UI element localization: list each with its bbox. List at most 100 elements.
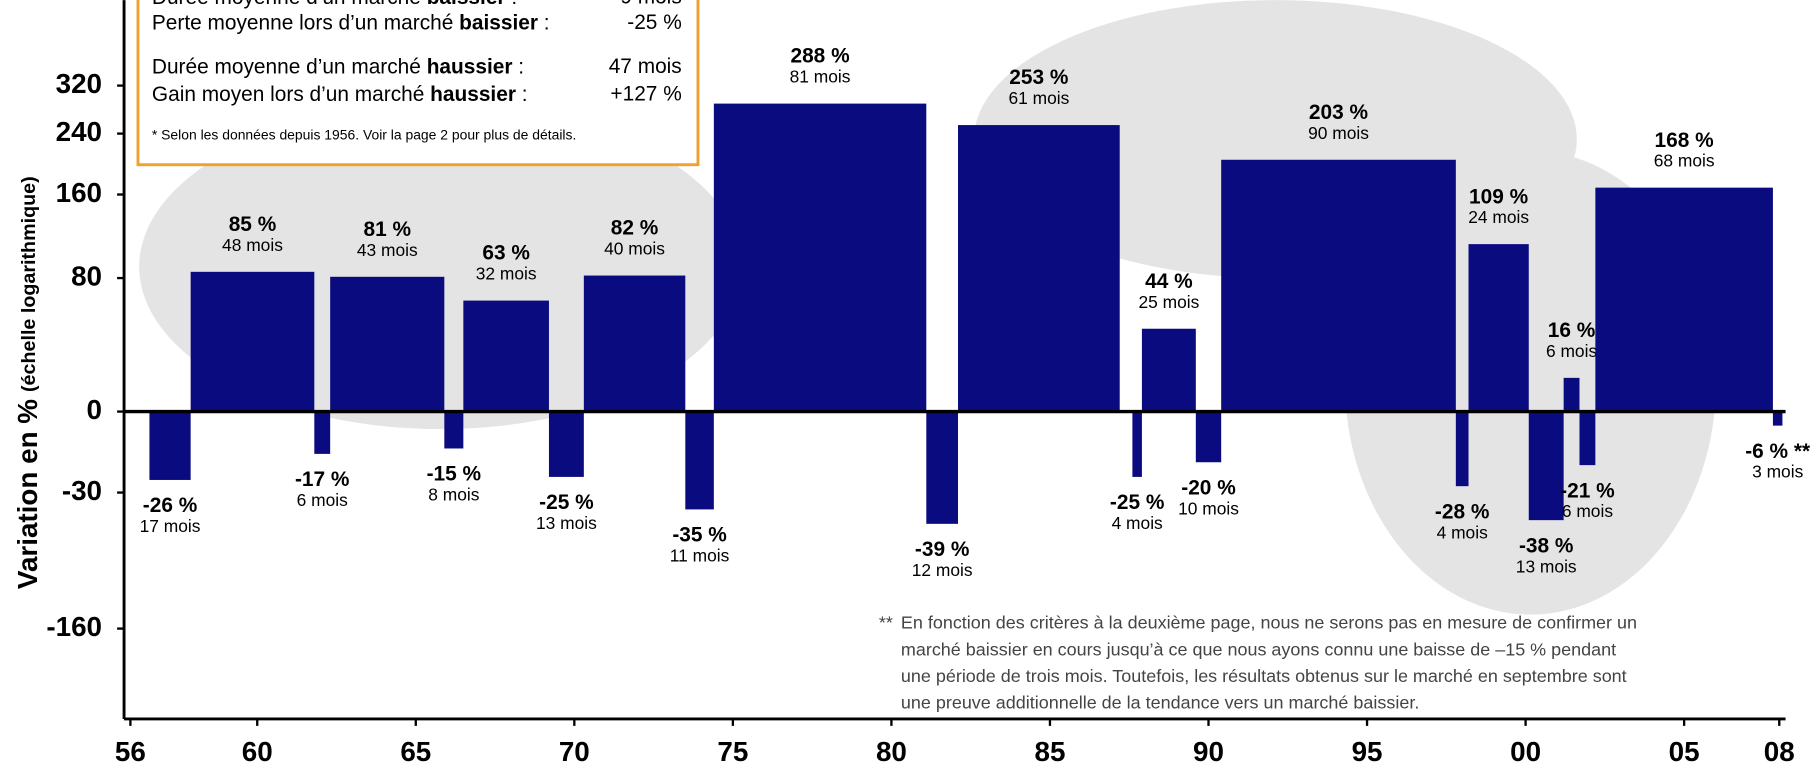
- bar-value-label: -21 %: [1560, 479, 1615, 502]
- bar-duration-label: 4 mois: [1112, 513, 1163, 533]
- bar-value-label: 109 %: [1469, 185, 1528, 208]
- x-tick-label: 70: [559, 736, 590, 767]
- x-tick-label: 60: [242, 736, 273, 767]
- bar: [314, 412, 330, 454]
- bar-value-label: -26 %: [143, 494, 198, 517]
- bar-duration-label: 6 mois: [1546, 341, 1597, 361]
- info-bold: baissier: [459, 11, 538, 34]
- x-tick-label: 75: [717, 736, 748, 767]
- footnote-line: une preuve additionnelle de la tendance …: [901, 693, 1419, 713]
- bar-duration-label: 12 mois: [912, 560, 973, 580]
- y-axis-sublabel: (échelle logarithmique): [18, 176, 40, 392]
- bar-duration-label: 68 mois: [1654, 151, 1715, 171]
- bar: [1579, 412, 1595, 466]
- bar-duration-label: 48 mois: [222, 235, 283, 255]
- bar: [1221, 160, 1456, 412]
- info-line: Durée moyenne d’un marché baissier :: [152, 0, 517, 8]
- y-axis-title: Variation en % (échelle logarithmique): [12, 176, 43, 589]
- bar-duration-label: 90 mois: [1308, 123, 1369, 143]
- info-text: :: [516, 83, 528, 106]
- info-text: :: [506, 0, 518, 8]
- bar-value-label: 16 %: [1548, 319, 1596, 342]
- bar-value-label: -20 %: [1181, 476, 1236, 499]
- bar: [1196, 412, 1221, 463]
- y-tick-label: 80: [71, 260, 102, 291]
- y-tick-label: 0: [87, 394, 102, 425]
- info-line: Durée moyenne d’un marché haussier :: [152, 55, 524, 78]
- y-tick-label: 160: [56, 177, 102, 208]
- bar-value-label: 81 %: [363, 218, 411, 241]
- bar: [1595, 188, 1773, 412]
- y-tick-label: -160: [46, 611, 102, 642]
- bar: [1564, 378, 1580, 412]
- info-text: Durée moyenne d’un marché: [152, 55, 427, 78]
- info-bold: baissier: [427, 0, 506, 8]
- bar: [444, 412, 463, 449]
- info-text: Gain moyen lors d’un marché: [152, 83, 430, 106]
- bar-duration-label: 4 mois: [1437, 522, 1488, 542]
- bar-duration-label: 13 mois: [1516, 556, 1577, 576]
- footnote-line: marché baissier en cours jusqu’à ce que …: [901, 639, 1616, 659]
- bar-value-label: 44 %: [1145, 270, 1193, 293]
- bar: [1456, 412, 1469, 487]
- bar: [1469, 244, 1529, 411]
- bar-value-label: -6 % **: [1745, 440, 1811, 463]
- bar: [549, 412, 584, 477]
- bar-duration-label: 6 mois: [1562, 501, 1613, 521]
- info-value: 47 mois: [609, 55, 682, 78]
- bar-value-label: -25 %: [1110, 491, 1165, 514]
- footnote-line: En fonction des critères à la deuxième p…: [901, 613, 1637, 633]
- info-text: Durée moyenne d’un marché: [152, 0, 427, 8]
- info-text: :: [538, 11, 550, 34]
- bar-duration-label: 61 mois: [1008, 88, 1069, 108]
- bar-value-label: -25 %: [539, 491, 594, 514]
- bar: [191, 272, 315, 412]
- info-note: * Selon les données depuis 1956. Voir la…: [152, 126, 576, 142]
- bar-duration-label: 10 mois: [1178, 498, 1239, 518]
- bar-value-label: 253 %: [1009, 66, 1068, 89]
- bar-value-label: -28 %: [1435, 500, 1490, 523]
- chart: Variation en % (échelle logarithmique) 32…: [0, 0, 1818, 777]
- bar-duration-label: 8 mois: [428, 485, 479, 505]
- y-tick-label: 320: [56, 68, 102, 99]
- bar: [958, 125, 1120, 411]
- bar-value-label: -38 %: [1519, 534, 1574, 557]
- x-tick-label: 56: [115, 736, 146, 767]
- bar: [149, 412, 190, 480]
- footnote-line: une période de trois mois. Toutefois, le…: [901, 666, 1627, 686]
- bar-duration-label: 24 mois: [1468, 207, 1529, 227]
- bar-duration-label: 17 mois: [140, 516, 201, 536]
- bar: [926, 412, 958, 524]
- bar: [1142, 329, 1196, 412]
- x-tick-label: 95: [1352, 736, 1383, 767]
- y-axis-label: Variation en %: [12, 399, 43, 589]
- bar-duration-label: 6 mois: [297, 490, 348, 510]
- bar-duration-label: 43 mois: [357, 240, 418, 260]
- x-tick-label: 85: [1034, 736, 1065, 767]
- bar: [685, 412, 714, 510]
- bar-duration-label: 11 mois: [670, 546, 730, 566]
- bar-value-label: -17 %: [295, 468, 350, 491]
- bar: [584, 276, 685, 412]
- bar-duration-label: 13 mois: [536, 513, 597, 533]
- bar-value-label: -35 %: [672, 524, 727, 547]
- x-tick-label: 08: [1764, 736, 1795, 767]
- bar-duration-label: 25 mois: [1138, 292, 1199, 312]
- footnote-marker: **: [879, 613, 893, 633]
- x-tick-label: 90: [1193, 736, 1224, 767]
- x-tick-label: 65: [400, 736, 431, 767]
- info-text: :: [513, 55, 525, 78]
- info-bold: haussier: [430, 83, 516, 106]
- info-value: +127 %: [610, 83, 681, 106]
- bar-value-label: 288 %: [790, 45, 849, 68]
- y-tick-label: -30: [62, 475, 102, 506]
- bar: [330, 277, 444, 412]
- x-tick-label: 80: [876, 736, 907, 767]
- bar-value-label: 203 %: [1309, 101, 1368, 124]
- bar: [1529, 412, 1564, 521]
- page: Variation en % (échelle logarithmique) 32…: [0, 0, 1818, 777]
- y-tick-label: 240: [56, 116, 102, 147]
- info-value: 9 mois: [620, 0, 681, 8]
- bar: [463, 301, 549, 412]
- bar-duration-label: 81 mois: [790, 67, 851, 87]
